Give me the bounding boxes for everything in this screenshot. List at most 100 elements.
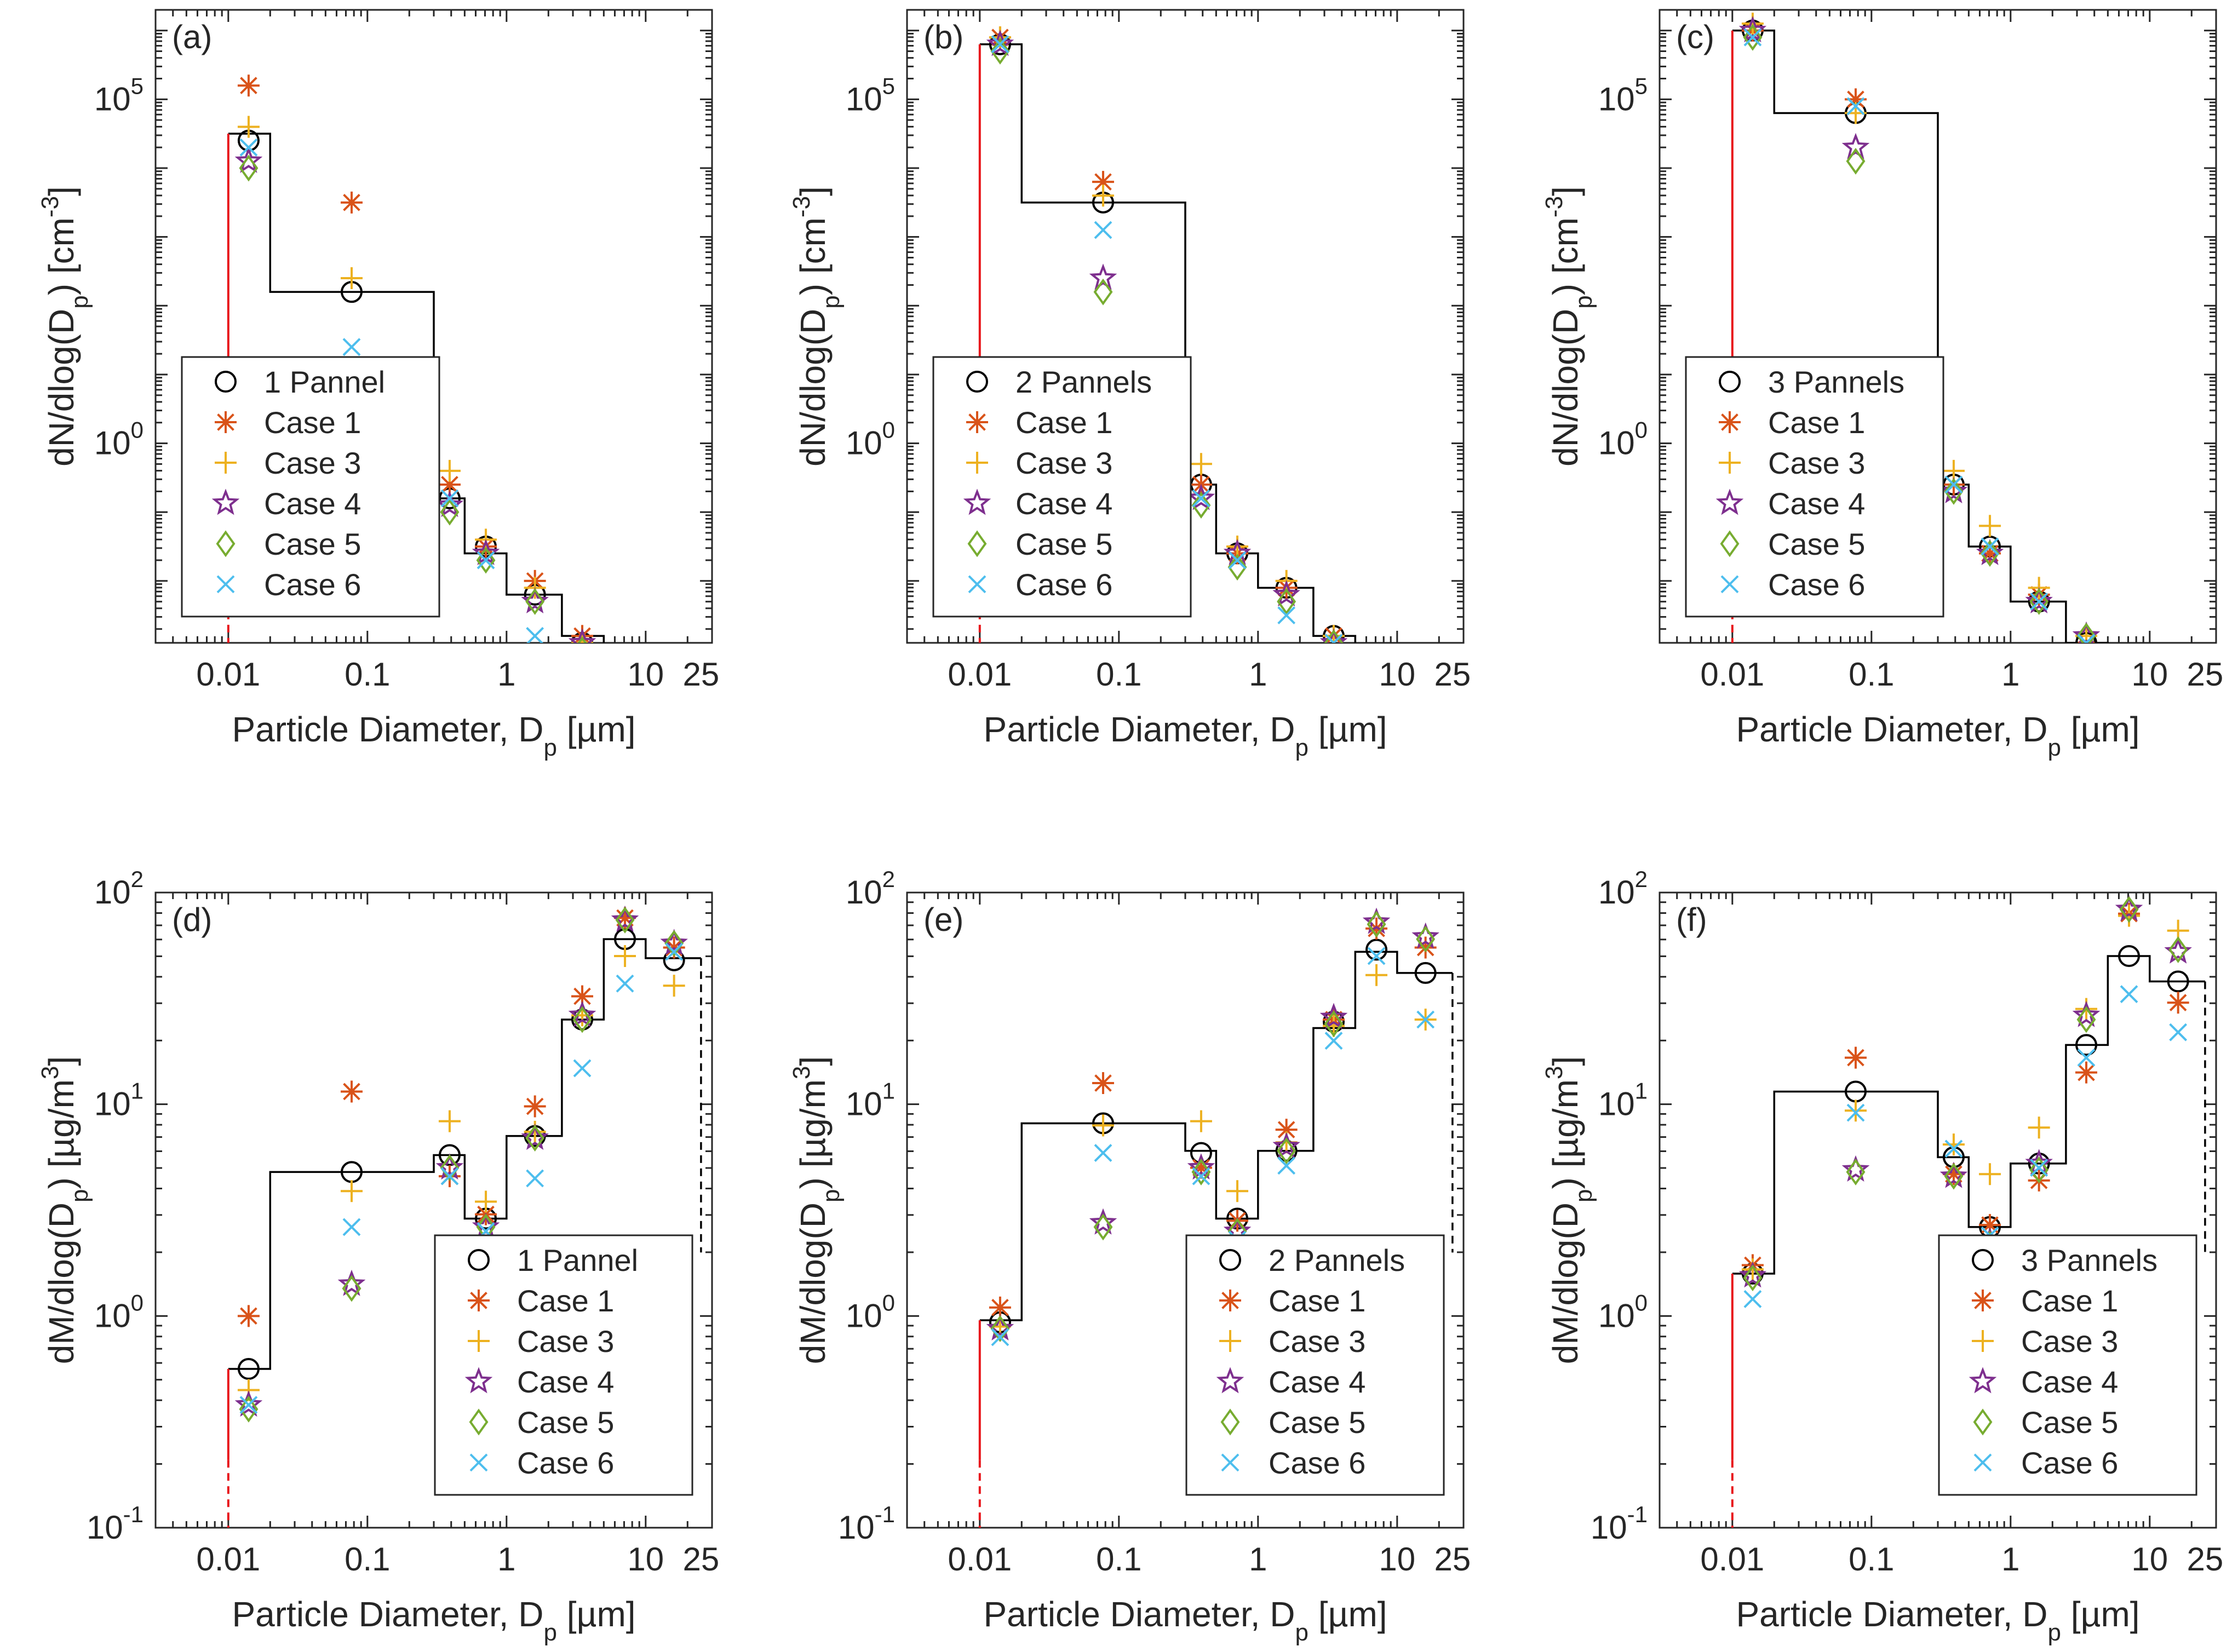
circle-marker: [237, 1358, 260, 1380]
star-marker: [963, 488, 991, 515]
legend-entry-label: Case 4: [1015, 486, 1112, 521]
diamond-marker: [1324, 629, 1344, 643]
circle-marker: [215, 371, 237, 393]
star-marker: [2115, 895, 2143, 922]
y-axis-label-main: dN/dlog(D: [42, 309, 81, 467]
star-marker: [1089, 1208, 1117, 1235]
y-axis-label-sub: p: [1570, 1189, 1597, 1202]
y-axis-label-sub: p: [818, 295, 845, 308]
y-tick-exponent: 2: [1635, 866, 1648, 892]
x-tick-label: 10: [627, 656, 664, 693]
series-case-4: [986, 30, 1348, 643]
diamond-marker: [2168, 936, 2188, 963]
diamond-marker: [2029, 1156, 2049, 1183]
x-tick-label: 10: [2131, 1541, 2168, 1578]
star-marker: [1187, 1153, 1215, 1180]
diamond-marker: [990, 1315, 1010, 1342]
diamond-marker: [1191, 1158, 1211, 1185]
circle-marker: [1414, 962, 1437, 984]
y-tick-base: 10: [94, 1297, 131, 1334]
diamond-marker: [664, 930, 684, 957]
x-axis-label: Particle Diameter, Dp [µm]: [983, 1595, 1387, 1646]
asterisk-marker: [524, 1095, 546, 1118]
x-tick-label: 1: [2001, 656, 2019, 693]
legend-entry-label: 2 Pannels: [1269, 1243, 1405, 1277]
x-marker: [991, 1328, 1009, 1346]
y-tick-base: 10: [94, 874, 131, 911]
star-marker: [435, 1153, 464, 1180]
plus-marker: [1365, 964, 1388, 986]
star-marker: [1319, 628, 1348, 643]
y-tick-base: 10: [1598, 80, 1635, 117]
asterisk-marker: [340, 1080, 363, 1103]
plot-area: [1731, 13, 2109, 643]
x-marker: [2030, 592, 2048, 611]
legend-entry-label: Case 6: [517, 1446, 614, 1480]
x-marker: [1944, 475, 1963, 494]
star-marker: [1272, 1132, 1300, 1159]
x-axis-label-sub: p: [2048, 1619, 2061, 1646]
y-axis-label: dM/dlog(Dp) [µg/m3]: [788, 1056, 845, 1364]
x-axis-label-main: Particle Diameter, D: [983, 710, 1295, 749]
y-tick-exponent: 0: [882, 1290, 895, 1315]
y-tick-label: 100: [1598, 1290, 1648, 1334]
y-tick-label: 10-1: [87, 1501, 144, 1546]
legend-entry-label: Case 3: [1269, 1324, 1365, 1359]
asterisk-marker: [1365, 917, 1388, 940]
diamond-marker: [216, 530, 236, 557]
plus-marker: [2118, 905, 2141, 927]
diamond-marker: [1220, 1408, 1240, 1436]
y-axis-label-main: dN/dlog(D: [1546, 309, 1585, 467]
y-axis-label-sup: 3: [1541, 1066, 1568, 1079]
diamond-marker: [990, 37, 1010, 65]
asterisk-marker: [468, 1290, 490, 1311]
asterisk-marker: [989, 1296, 1011, 1319]
y-axis-label: dN/dlog(Dp) [cm-3]: [37, 186, 93, 467]
star-marker: [1976, 539, 2004, 566]
legend-entry-label: Case 5: [1768, 527, 1865, 561]
x-marker: [477, 551, 495, 569]
plus-marker: [1719, 452, 1741, 474]
x-axis-label-unit: [µm]: [557, 710, 636, 749]
x-marker: [968, 575, 986, 594]
diamond-marker: [469, 1408, 489, 1436]
plus-marker: [1092, 185, 1114, 207]
y-axis-label-main: dN/dlog(D: [793, 309, 833, 467]
y-axis-label-sup: -3: [37, 196, 64, 217]
asterisk-marker: [1092, 1072, 1114, 1094]
star-marker: [1841, 1155, 1870, 1182]
x-marker: [991, 35, 1009, 54]
diamond-marker: [1277, 1137, 1296, 1165]
asterisk-marker: [1979, 542, 2001, 565]
x-marker: [239, 138, 258, 157]
asterisk-marker: [237, 1305, 260, 1327]
legend-entry-label: Case 6: [1768, 567, 1865, 602]
plus-marker: [1844, 1100, 1867, 1122]
plus-marker: [1979, 515, 2001, 537]
diamond-marker: [1277, 588, 1296, 615]
x-tick-label: 25: [1434, 656, 1471, 693]
x-marker: [1221, 1453, 1239, 1472]
y-tick-label: 102: [94, 866, 144, 911]
y-axis-label-end: ]: [1546, 1056, 1585, 1066]
legend: 2 Pannels Case 1 Case 3 Case 4 Case 5 Case 6: [932, 356, 1192, 618]
x-tick-label: 0.1: [1849, 656, 1894, 693]
y-axis-label: dN/dlog(Dp) [cm-3]: [1541, 186, 1597, 467]
legend-entry-label: Case 4: [1768, 486, 1865, 521]
diamond-marker: [1093, 1213, 1113, 1241]
y-tick-exponent: 2: [131, 866, 144, 892]
legend-entry-label: Case 1: [1269, 1283, 1365, 1318]
step-line: [1732, 955, 2205, 1275]
panel-label: (a): [172, 19, 212, 55]
plot-area: [978, 907, 1454, 1528]
circle-marker: [2118, 945, 2141, 967]
y-tick-label: 100: [846, 1290, 895, 1334]
panel-label: (b): [923, 19, 963, 55]
y-tick-exponent: 1: [131, 1078, 144, 1104]
legend-entry-label: 3 Pannels: [1768, 365, 1904, 399]
y-tick-base: 10: [846, 425, 882, 462]
y-axis-label-main: dM/dlog(D: [793, 1202, 833, 1364]
